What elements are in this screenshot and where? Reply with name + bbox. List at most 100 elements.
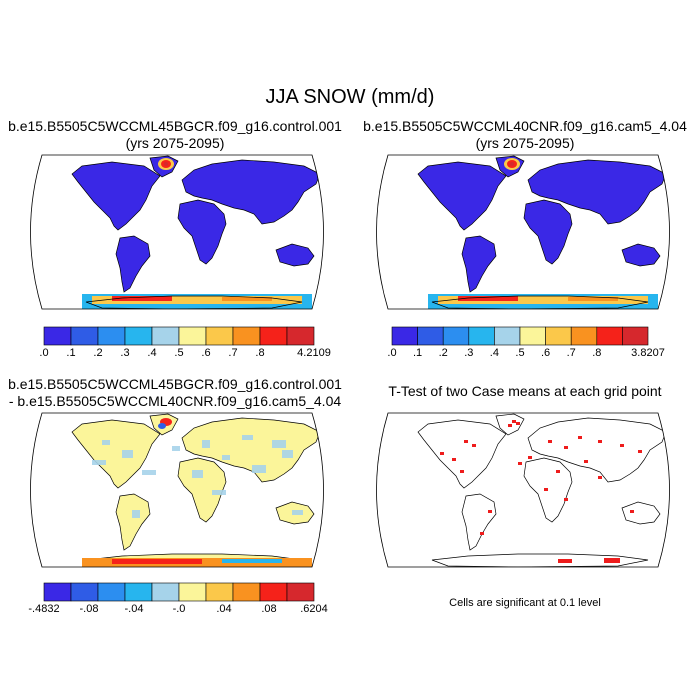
landmass-north-america xyxy=(71,419,161,489)
colorbar-swatch xyxy=(570,326,598,346)
colorbar-swatch xyxy=(286,582,315,602)
landmass-australia xyxy=(275,243,315,267)
colorbar-control xyxy=(43,326,315,346)
colorbar-swatch xyxy=(205,326,234,346)
colorbar-swatch xyxy=(70,326,99,346)
colorbar-tick-label: -.04 xyxy=(124,603,144,615)
landmass-africa xyxy=(177,457,227,523)
colorbar-tick-label: .1 xyxy=(413,347,423,359)
colorbar-swatch xyxy=(468,326,495,346)
colorbar-diff xyxy=(43,582,315,602)
colorbar-tick-label: -.4832 xyxy=(28,603,60,615)
colorbar-tick-label: .2 xyxy=(93,347,103,359)
colorbar-tick-label: .7 xyxy=(566,347,576,359)
colorbar-swatch xyxy=(442,326,470,346)
colorbar-swatch xyxy=(519,326,546,346)
greenland-snow-maximum xyxy=(504,158,520,170)
colorbar-swatch xyxy=(259,582,288,602)
colorbar-tick-label: -.08 xyxy=(79,603,99,615)
panel-ttest-title: T-Test of two Case means at each grid po… xyxy=(388,383,662,399)
colorbar-swatch xyxy=(43,582,72,602)
landmass-south-america xyxy=(115,493,151,551)
colorbar-tick-label: .6 xyxy=(201,347,211,359)
colorbar-swatch xyxy=(232,326,261,346)
colorbar-tick-label: .5 xyxy=(174,347,184,359)
colorbar-cam5-labels: .0 .1 .2 .3 .4 .5 .6 .7 .8 3.8207 xyxy=(387,347,664,361)
map-boundary xyxy=(376,412,670,568)
colorbar-swatch xyxy=(545,326,572,346)
colorbar-swatch xyxy=(97,582,126,602)
colorbar-swatch xyxy=(178,582,207,602)
colorbar-tick-label: .3 xyxy=(464,347,474,359)
landmass-south-america xyxy=(115,235,151,293)
panel-cam5-title-line1: b.e15.B5505C5WCCML40CNR.f09_g16.cam5_4.0… xyxy=(363,118,687,134)
map-cam5 xyxy=(376,154,670,310)
landmass-greenland xyxy=(495,413,525,436)
panel-cam5-title-line2: (yrs 2075-2095) xyxy=(475,135,575,151)
landmass-australia xyxy=(621,501,661,525)
figure-title: JJA SNOW (mm/d) xyxy=(265,86,435,108)
map-control xyxy=(30,154,324,310)
landmass-eurasia xyxy=(527,159,667,225)
panel-control-title-line2: (yrs 2075-2095) xyxy=(125,135,225,151)
significance-note: Cells are significant at 0.1 level xyxy=(449,597,601,609)
landmass-eurasia xyxy=(181,417,321,483)
colorbar-swatch xyxy=(232,582,261,602)
colorbar-cam5 xyxy=(391,326,649,346)
colorbar-tick-label: .0 xyxy=(387,347,397,359)
antarctic-snow-band xyxy=(428,294,658,309)
panel-diff-title-line1: b.e15.B5505C5WCCML45BGCR.f09_g16.control… xyxy=(8,376,342,392)
difference-variability-patches xyxy=(82,418,312,567)
colorbar-tick-label: .3 xyxy=(120,347,130,359)
colorbar-swatch xyxy=(259,326,288,346)
panel-cam5-title: b.e15.B5505C5WCCML40CNR.f09_g16.cam5_4.0… xyxy=(350,118,700,152)
landmass-south-america xyxy=(461,493,497,551)
colorbar-swatch xyxy=(205,582,234,602)
landmass-north-america xyxy=(417,419,507,489)
map-boundary xyxy=(30,412,324,568)
colorbar-tick-label: .7 xyxy=(228,347,238,359)
colorbar-tick-label: -.0 xyxy=(172,603,186,615)
map-diff xyxy=(30,412,324,568)
colorbar-tick-label: .8 xyxy=(255,347,265,359)
significant-cells xyxy=(440,420,642,563)
colorbar-swatch xyxy=(178,326,207,346)
colorbar-tick-label: .2 xyxy=(438,347,448,359)
colorbar-tick-label: .8 xyxy=(592,347,602,359)
antarctic-snow-band xyxy=(82,294,312,309)
landmass-eurasia xyxy=(181,159,321,225)
landmass-antarctica xyxy=(431,553,649,567)
colorbar-swatch xyxy=(70,582,99,602)
colorbar-tick-label: .08 xyxy=(261,603,277,615)
landmass-africa xyxy=(523,199,573,265)
panel-diff-title-line2: - b.e15.B5505C5WCCML40CNR.f09_g16.cam5_4… xyxy=(8,393,342,409)
colorbar-tick-label: .4 xyxy=(489,347,499,359)
landmass-africa xyxy=(523,457,573,523)
colorbar-tick-label: .0 xyxy=(39,347,49,359)
colorbar-tick-label: .6 xyxy=(541,347,551,359)
landmass-eurasia xyxy=(527,417,667,483)
colorbar-tick-label: .5 xyxy=(515,347,525,359)
colorbar-swatch xyxy=(494,326,521,346)
colorbar-swatch xyxy=(596,326,623,346)
colorbar-swatch xyxy=(43,326,72,346)
colorbar-swatch xyxy=(124,582,153,602)
colorbar-tick-label: .6204 xyxy=(300,603,328,615)
map-boundary xyxy=(376,154,670,310)
map-boundary xyxy=(30,154,324,310)
colorbar-swatch xyxy=(97,326,126,346)
panel-control-title: b.e15.B5505C5WCCML45BGCR.f09_g16.control… xyxy=(0,118,350,152)
landmass-south-america xyxy=(461,235,497,293)
colorbar-swatch xyxy=(417,326,444,346)
landmass-north-america xyxy=(71,161,161,231)
colorbar-tick-label: .4 xyxy=(147,347,157,359)
colorbar-tick-label: 4.2109 xyxy=(297,347,331,359)
colorbar-swatch xyxy=(124,326,153,346)
landmass-australia xyxy=(621,243,661,267)
map-ttest xyxy=(376,412,670,568)
colorbar-swatch xyxy=(286,326,315,346)
colorbar-tick-label: .04 xyxy=(216,603,232,615)
panel-diff-title: b.e15.B5505C5WCCML45BGCR.f09_g16.control… xyxy=(0,376,350,410)
colorbar-swatch xyxy=(622,326,649,346)
colorbar-control-labels: .0 .1 .2 .3 .4 .5 .6 .7 .8 4.2109 xyxy=(39,347,330,361)
